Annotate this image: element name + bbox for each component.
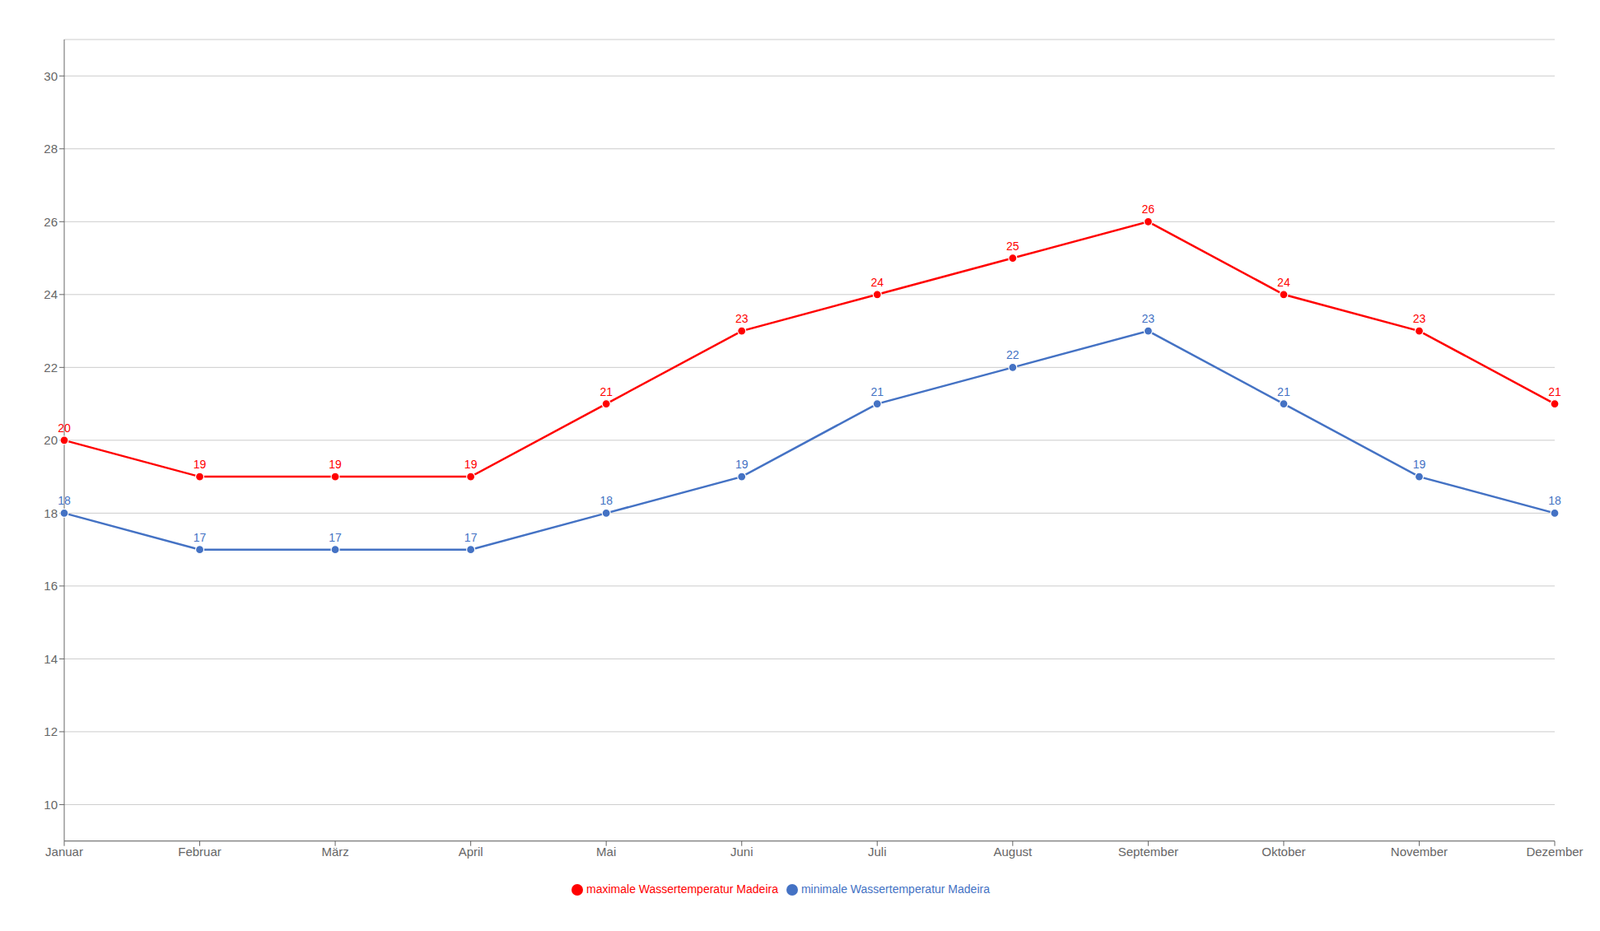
svg-text:Juni: Juni (730, 844, 754, 859)
svg-text:22: 22 (1006, 348, 1020, 362)
svg-text:26: 26 (1142, 202, 1156, 216)
svg-text:18: 18 (43, 506, 58, 521)
svg-text:23: 23 (1142, 312, 1156, 326)
svg-text:21: 21 (599, 385, 613, 399)
svg-text:18: 18 (1548, 494, 1562, 508)
svg-text:Januar: Januar (45, 844, 84, 859)
svg-text:November: November (1390, 844, 1448, 859)
svg-text:März: März (321, 844, 349, 859)
svg-text:24: 24 (870, 275, 884, 290)
svg-text:17: 17 (464, 531, 478, 545)
html-text:maximale Wassertemperatur Made: maximale Wassertemperatur Madeira (586, 882, 779, 896)
svg-text:August: August (993, 844, 1033, 859)
svg-text:Mai: Mai (596, 844, 616, 859)
svg-text:September: September (1118, 844, 1179, 859)
svg-text:19: 19 (735, 457, 749, 472)
svg-text:Februar: Februar (177, 844, 222, 859)
svg-text:23: 23 (1413, 312, 1427, 326)
svg-text:21: 21 (1277, 385, 1291, 399)
svg-text:18: 18 (57, 494, 71, 508)
svg-text:21: 21 (870, 385, 884, 399)
svg-text:20: 20 (43, 433, 58, 448)
svg-text:17: 17 (193, 531, 207, 545)
html-text:minimale Wassertemperatur Made: minimale Wassertemperatur Madeira (801, 882, 990, 896)
svg-text:19: 19 (193, 457, 207, 472)
svg-text:30: 30 (43, 69, 58, 84)
svg-text:21: 21 (1548, 385, 1562, 399)
svg-text:20: 20 (57, 421, 71, 435)
svg-text:April: April (458, 844, 484, 859)
svg-text:10: 10 (43, 797, 58, 812)
svg-text:14: 14 (43, 652, 58, 667)
svg-text:18: 18 (599, 494, 613, 508)
svg-text:19: 19 (1413, 457, 1427, 472)
svg-text:19: 19 (328, 457, 342, 472)
svg-text:Juli: Juli (867, 844, 887, 859)
svg-text:19: 19 (464, 457, 478, 472)
svg-text:23: 23 (735, 312, 749, 326)
svg-text:Dezember: Dezember (1525, 844, 1583, 859)
svg-text:24: 24 (1277, 275, 1291, 290)
svg-text:28: 28 (43, 141, 58, 156)
svg-text:17: 17 (328, 531, 342, 545)
svg-text:12: 12 (43, 724, 58, 739)
svg-text:26: 26 (43, 214, 58, 229)
svg-text:25: 25 (1006, 239, 1020, 253)
svg-text:22: 22 (43, 360, 58, 375)
svg-text:16: 16 (43, 578, 58, 593)
svg-text:24: 24 (43, 287, 58, 302)
svg-text:Oktober: Oktober (1261, 844, 1306, 859)
